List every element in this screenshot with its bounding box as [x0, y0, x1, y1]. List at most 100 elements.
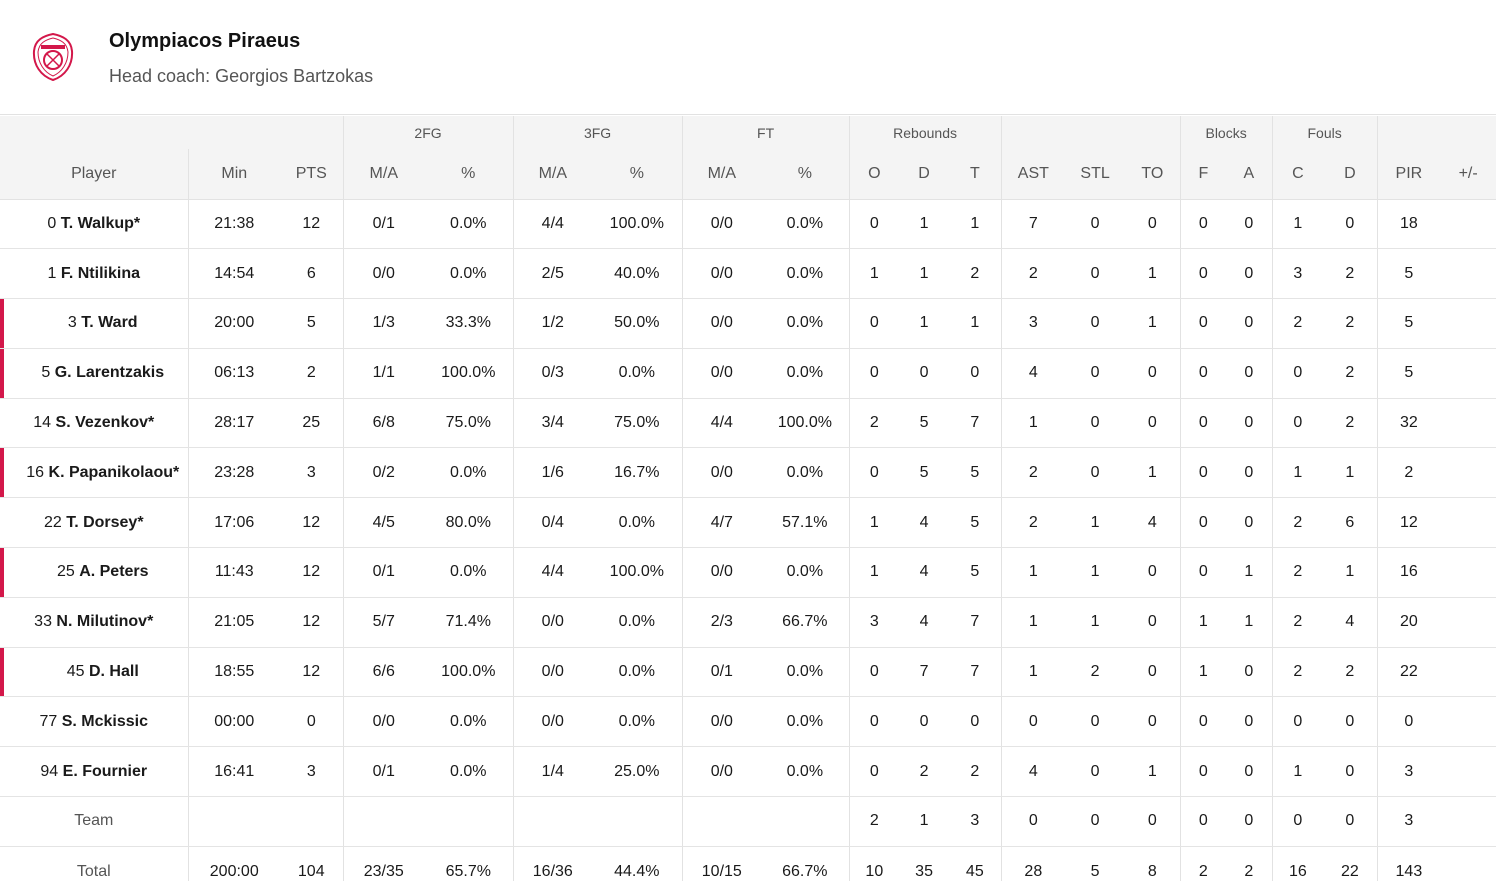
cell-pir: 12: [1376, 497, 1441, 549]
cell-to: 0: [1125, 597, 1181, 648]
col-ft-pct[interactable]: %: [761, 149, 850, 200]
cell-to: 0: [1125, 398, 1181, 449]
col-2fg-pct[interactable]: %: [424, 149, 514, 200]
col-2fg-ma[interactable]: M/A: [342, 149, 425, 200]
col-reb-o[interactable]: O: [848, 149, 900, 200]
cell-stl: 0: [1065, 199, 1126, 250]
cell-2fg-ma: 6/8: [342, 398, 425, 449]
cell-to: 0: [1125, 547, 1181, 598]
cell-2fg-pct: 100.0%: [424, 647, 514, 698]
player-name-link[interactable]: S. Vezenkov*: [55, 414, 155, 432]
cell-foul-d: 1: [1323, 447, 1378, 499]
player-name-link[interactable]: T. Ward: [81, 314, 138, 332]
cell-3fg-pct: 44.4%: [614, 862, 660, 880]
cell-2fg-pct: 0.0%: [424, 199, 514, 250]
player-name-link[interactable]: A. Peters: [79, 563, 149, 581]
cell-plusminus: [1440, 199, 1496, 250]
col-reb-t[interactable]: T: [949, 149, 1002, 200]
cell-3fg-pct: 0.0%: [592, 348, 683, 399]
player-name-link[interactable]: N. Milutinov*: [56, 613, 154, 631]
cell-3fg-pct: 40.0%: [592, 248, 683, 300]
player-row: 3 T. Ward 20:00 5 1/3 33.3% 1/2 50.0% 0/0 0.0% 0 1…: [0, 298, 1496, 349]
cell-foul-d: 1: [1323, 547, 1378, 598]
cell-ft-ma: 0/0: [681, 348, 762, 399]
cell-3fg-ma: 1/4: [512, 746, 593, 798]
cell-min: 00:00: [187, 696, 280, 748]
cell-blk-f: 0: [1179, 348, 1227, 399]
col-player[interactable]: Player: [0, 149, 188, 200]
cell-reb-o: 1: [848, 547, 900, 598]
cell-2fg-ma: 0/0: [342, 696, 425, 748]
cell-stl: 0: [1065, 447, 1126, 499]
cell-plusminus: [1440, 298, 1496, 349]
cell-min: 200:00: [187, 846, 280, 881]
cell-reb-d: 0: [899, 348, 950, 399]
col-ast[interactable]: AST: [1000, 149, 1066, 200]
cell-player: 1 F. Ntilikina: [0, 248, 188, 300]
cell-pir: 18: [1376, 199, 1441, 250]
cell-reb-t: 2: [949, 746, 1002, 798]
player-name-link[interactable]: F. Ntilikina: [60, 264, 140, 282]
col-3fg-ma[interactable]: M/A: [512, 149, 593, 200]
team-row: Team 2 1 3 0 0 0 0 0 0 0 3: [0, 796, 1496, 847]
cell-3fg-ma: 1/2: [512, 298, 593, 349]
cell-reb-d: 5: [899, 447, 950, 499]
cell-2fg-pct: 0.0%: [424, 547, 514, 598]
cell-foul-d: 0: [1323, 696, 1378, 748]
cell-2fg-pct: 65.7%: [445, 862, 491, 880]
col-pir[interactable]: PIR: [1376, 149, 1441, 200]
col-to[interactable]: TO: [1125, 149, 1181, 200]
cell-stl: 1: [1065, 547, 1126, 598]
cell-pir: 5: [1376, 298, 1441, 349]
cell-reb-o: 1: [848, 497, 900, 549]
cell-reb-d: 0: [899, 696, 950, 748]
player-name-link[interactable]: T. Walkup*: [60, 214, 141, 232]
col-min[interactable]: Min: [187, 149, 280, 200]
cell-ft-pct: 57.1%: [761, 497, 850, 549]
box-score-table: 2FG 3FG FT Rebounds Blocks Fouls Player …: [0, 116, 1496, 881]
cell-reb-o: 0: [848, 447, 900, 499]
cell-2fg-ma: 1/1: [342, 348, 425, 399]
cell-reb-t: 5: [949, 497, 1002, 549]
col-pts[interactable]: PTS: [280, 149, 344, 200]
col-foul-c[interactable]: C: [1271, 149, 1324, 200]
player-name-link[interactable]: T. Dorsey*: [66, 513, 144, 531]
player-name-link[interactable]: D. Hall: [88, 663, 139, 681]
cell-foul-c: 0: [1271, 796, 1324, 847]
col-blk-f[interactable]: F: [1179, 149, 1227, 200]
cell-blk-a: 0: [1226, 248, 1273, 300]
cell-blk-a: 0: [1226, 398, 1273, 449]
cell-blk-f: 0: [1179, 447, 1227, 499]
cell-ast: 2: [1000, 497, 1066, 549]
group-empty-2: [1000, 116, 1181, 149]
cell-player: 22 T. Dorsey*: [0, 497, 188, 549]
player-row: 14 S. Vezenkov* 28:17 25 6/8 75.0% 3/4 75.0% 4/…: [0, 398, 1496, 449]
cell-ft-ma: 0/0: [681, 696, 762, 748]
cell-3fg-pct: 0.0%: [592, 696, 683, 748]
cell-plusminus: [1440, 846, 1496, 881]
cell-2fg-pct: 80.0%: [424, 497, 514, 549]
cell-player: 14 S. Vezenkov*: [0, 398, 188, 449]
col-ft-ma[interactable]: M/A: [681, 149, 762, 200]
col-plusminus[interactable]: +/-: [1440, 149, 1496, 200]
cell-ft-pct: 0.0%: [761, 447, 850, 499]
col-blk-a[interactable]: A: [1226, 149, 1273, 200]
player-name-link[interactable]: G. Larentzakis: [54, 364, 165, 382]
cell-min: 14:54: [187, 248, 280, 300]
cell-2fg-ma: 0/1: [342, 199, 425, 250]
col-stl[interactable]: STL: [1065, 149, 1126, 200]
cell-reb-o: 1: [848, 248, 900, 300]
player-name-link[interactable]: K. Papanikolaou*: [48, 463, 180, 481]
cell-2fg-ma: 0/1: [342, 746, 425, 798]
group-empty-3: [1376, 116, 1496, 149]
cell-player: 0 T. Walkup*: [0, 199, 188, 250]
col-3fg-pct[interactable]: %: [592, 149, 683, 200]
cell-3fg-pct: 0.0%: [592, 647, 683, 698]
col-foul-d[interactable]: D: [1323, 149, 1378, 200]
table-body: 0 T. Walkup* 21:38 12 0/1 0.0% 4/4 100.0% 0/0 0.…: [0, 199, 1496, 881]
col-reb-d[interactable]: D: [899, 149, 950, 200]
player-name-link[interactable]: E. Fournier: [62, 762, 148, 780]
cell-pir: 0: [1376, 696, 1441, 748]
player-name-link[interactable]: S. Mckissic: [61, 712, 149, 730]
cell-pir: 5: [1376, 348, 1441, 399]
